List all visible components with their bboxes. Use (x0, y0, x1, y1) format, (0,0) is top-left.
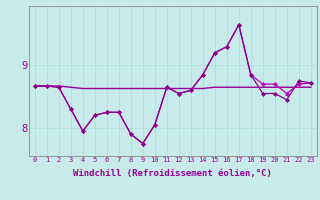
X-axis label: Windchill (Refroidissement éolien,°C): Windchill (Refroidissement éolien,°C) (73, 169, 272, 178)
